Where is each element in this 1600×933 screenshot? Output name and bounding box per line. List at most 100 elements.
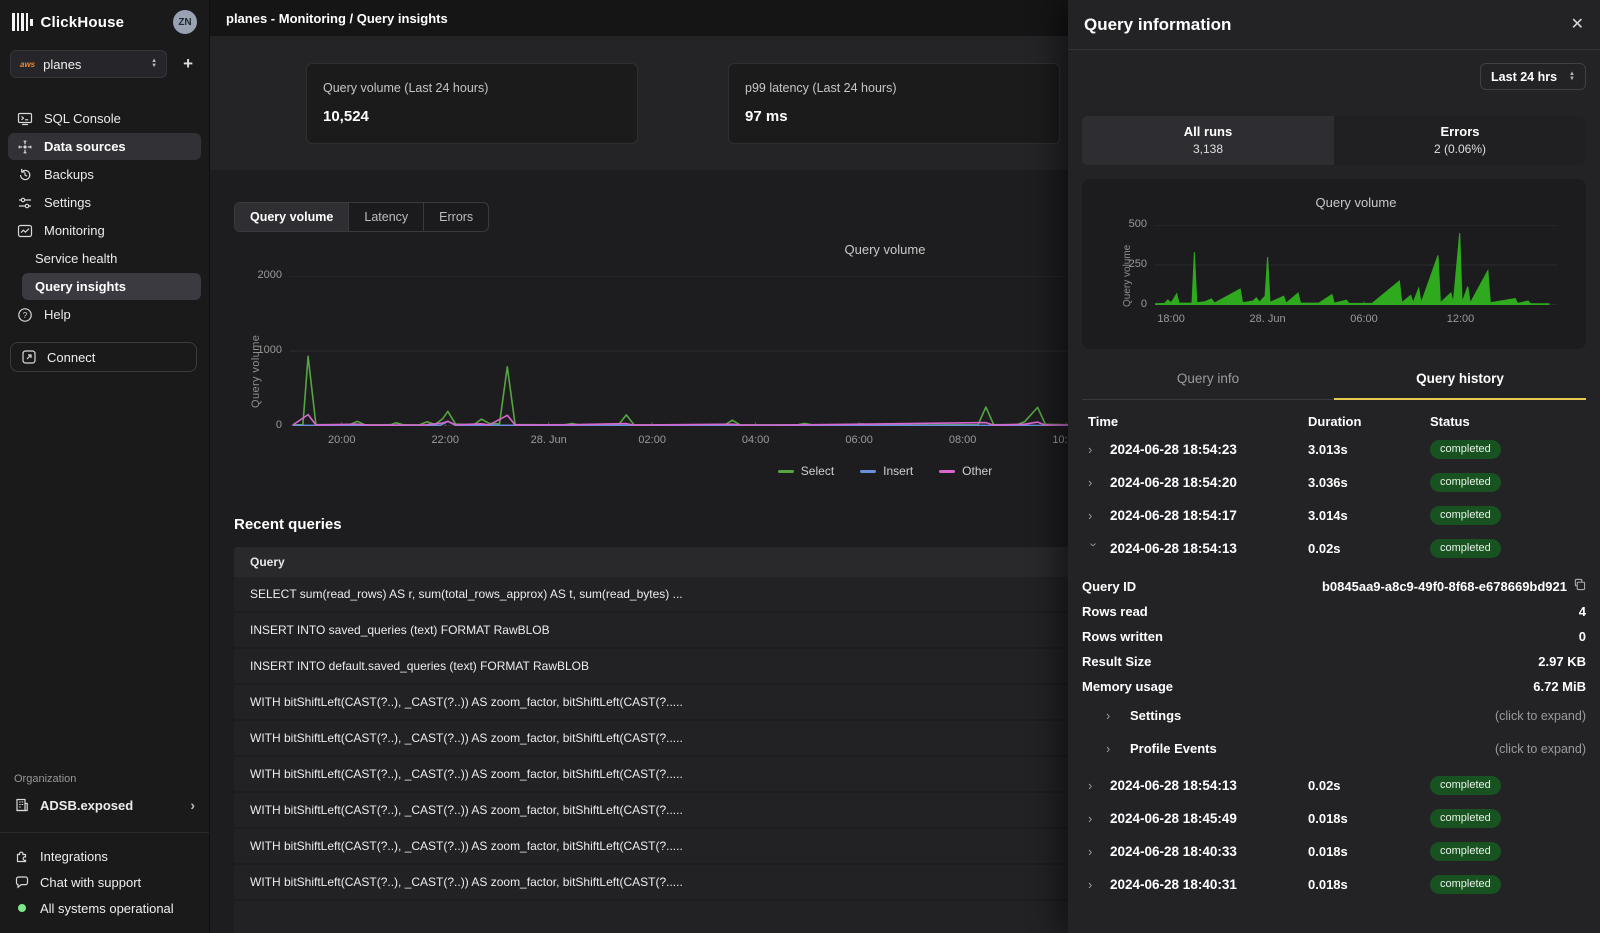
legend-item-other[interactable]: Other	[939, 464, 992, 478]
sidebar-item-chat-with-support[interactable]: Chat with support	[14, 869, 195, 895]
history-row[interactable]: ›2024-06-28 18:54:203.036scompleted	[1082, 466, 1586, 499]
history-row[interactable]: ›2024-06-28 18:45:490.018scompleted	[1082, 802, 1586, 835]
query-id-value: b0845aa9-a8c9-49f0-8f68-e678669bd921	[1322, 578, 1586, 594]
run-details: Query ID b0845aa9-a8c9-49f0-8f68-e678669…	[1082, 565, 1586, 769]
chevron-right-icon[interactable]: ›	[1088, 508, 1100, 523]
chevron-right-icon[interactable]: ›	[1088, 442, 1100, 457]
stat-card-query-volume-last-24-hours-: Query volume (Last 24 hours) 10,524	[306, 63, 638, 144]
close-icon[interactable]: ✕	[1571, 17, 1584, 33]
legend-label: Other	[962, 464, 992, 478]
chevron-down-icon[interactable]: ›	[1087, 543, 1102, 555]
sidebar-item-data-sources[interactable]: Data sources	[8, 133, 201, 160]
detail-label: Rows read	[1082, 604, 1148, 619]
tab-errors[interactable]: Errors	[424, 203, 488, 231]
clickhouse-logo	[12, 13, 33, 31]
history-row[interactable]: ›2024-06-28 18:54:130.02scompleted	[1082, 769, 1586, 802]
chevron-right-icon[interactable]: ›	[1088, 877, 1100, 892]
x-tick-label: 18:00	[1136, 313, 1206, 325]
history-column-status: Status	[1430, 414, 1586, 429]
expandable-profile-events[interactable]: › Profile Events (click to expand)	[1082, 732, 1586, 765]
expand-hint: (click to expand)	[1495, 709, 1586, 723]
time-range-select[interactable]: Last 24 hrs ▲▼	[1480, 63, 1586, 90]
sidebar-item-settings[interactable]: Settings	[8, 189, 201, 216]
sidebar-item-label: Data sources	[44, 139, 126, 154]
chevron-right-icon[interactable]: ›	[1088, 475, 1100, 490]
x-tick-label: 28. Jun	[514, 434, 584, 446]
tab-latency[interactable]: Latency	[349, 203, 424, 231]
legend-swatch	[778, 470, 794, 473]
breadcrumb: planes - Monitoring / Query insights	[226, 11, 448, 26]
footer-item-label: Integrations	[40, 849, 108, 864]
x-tick-label: 02:00	[617, 434, 687, 446]
copy-icon[interactable]	[1573, 578, 1586, 594]
segment-value: 2 (0.06%)	[1334, 142, 1586, 156]
panel-tabs: Query infoQuery history	[1082, 361, 1586, 400]
run-duration: 0.018s	[1308, 877, 1430, 892]
query-cell: SELECT sum(read_rows) AS r, sum(total_ro…	[234, 587, 1146, 601]
connect-button[interactable]: Connect	[10, 342, 197, 372]
run-duration: 0.018s	[1308, 844, 1430, 859]
avatar[interactable]: ZN	[173, 10, 197, 34]
detail-value: 6.72 MiB	[1533, 679, 1586, 694]
tab-query-volume[interactable]: Query volume	[235, 203, 349, 231]
history-row[interactable]: ›2024-06-28 18:54:173.014scompleted	[1082, 499, 1586, 532]
history-body: ›2024-06-28 18:54:233.013scompleted›2024…	[1082, 433, 1586, 901]
history-row[interactable]: ›2024-06-28 18:40:310.018scompleted	[1082, 868, 1586, 901]
expandable-label: Profile Events	[1130, 741, 1217, 756]
add-workspace-button[interactable]: +	[179, 54, 197, 74]
sidebar-item-label: Service health	[35, 251, 117, 266]
workspace-select[interactable]: aws planes ▲▼	[10, 50, 167, 78]
footer-item-label: All systems operational	[40, 901, 174, 916]
query-cell: WITH bitShiftLeft(CAST(?..), _CAST(?..))…	[234, 767, 1146, 781]
sidebar-item-query-insights[interactable]: Query insights	[22, 273, 201, 300]
sidebar-item-monitoring[interactable]: Monitoring	[8, 217, 201, 244]
sidebar-item-help[interactable]: ?Help	[8, 301, 201, 328]
time-range-value: Last 24 hrs	[1491, 70, 1557, 84]
sidebar-nav: SQL Console Data sources BackupsSettingsMo…	[0, 92, 209, 329]
stat-value: 97 ms	[745, 108, 1043, 125]
workspace-name: planes	[43, 57, 81, 72]
help-icon: ?	[17, 307, 33, 323]
runs-errors-toggle: All runs 3,138Errors 2 (0.06%)	[1082, 116, 1586, 165]
sidebar-footer: Integrations Chat with support All systems…	[0, 843, 209, 933]
expand-hint: (click to expand)	[1495, 742, 1586, 756]
detail-row-rows-written: Rows written 0	[1082, 624, 1586, 649]
status-badge: completed	[1430, 539, 1501, 558]
panel-tab-query-info[interactable]: Query info	[1082, 361, 1334, 399]
chevron-right-icon[interactable]: ›	[1088, 811, 1100, 826]
segment-all-runs[interactable]: All runs 3,138	[1082, 116, 1334, 165]
status-dot	[18, 904, 26, 912]
x-tick-label: 20:00	[307, 434, 377, 446]
segment-errors[interactable]: Errors 2 (0.06%)	[1334, 116, 1586, 165]
history-row[interactable]: ›2024-06-28 18:54:130.02scompleted	[1082, 532, 1586, 565]
series-select	[293, 356, 1118, 425]
history-row[interactable]: ›2024-06-28 18:40:330.018scompleted	[1082, 835, 1586, 868]
status-badge: completed	[1430, 473, 1501, 492]
sidebar-item-integrations[interactable]: Integrations	[14, 843, 195, 869]
legend-item-insert[interactable]: Insert	[860, 464, 913, 478]
detail-row-memory-usage: Memory usage 6.72 MiB	[1082, 674, 1586, 699]
chevron-right-icon[interactable]: ›	[1088, 778, 1100, 793]
run-time: 2024-06-28 18:54:13	[1110, 541, 1237, 556]
x-tick-label: 08:00	[928, 434, 998, 446]
expandable-settings[interactable]: › Settings (click to expand)	[1082, 699, 1586, 732]
query-cell: WITH bitShiftLeft(CAST(?..), _CAST(?..))…	[234, 695, 1146, 709]
y-tick-label: 0	[1101, 298, 1147, 310]
run-time: 2024-06-28 18:45:49	[1110, 811, 1237, 826]
stat-label: p99 latency (Last 24 hours)	[745, 81, 1043, 95]
column-header-query[interactable]: Query	[234, 555, 1146, 569]
legend-item-select[interactable]: Select	[778, 464, 834, 478]
panel-tab-query-history[interactable]: Query history	[1334, 361, 1586, 399]
history-row[interactable]: ›2024-06-28 18:54:233.013scompleted	[1082, 433, 1586, 466]
organization-switcher[interactable]: ADSB.exposed ›	[14, 792, 195, 818]
sidebar-item-sql-console[interactable]: SQL Console	[8, 105, 201, 132]
query-cell: WITH bitShiftLeft(CAST(?..), _CAST(?..))…	[234, 731, 1146, 745]
status-badge: completed	[1430, 776, 1501, 795]
panel-title: Query information	[1084, 15, 1231, 35]
x-tick-label: 06:00	[824, 434, 894, 446]
legend-swatch	[939, 470, 955, 473]
chevron-right-icon[interactable]: ›	[1088, 844, 1100, 859]
x-tick-label: 22:00	[410, 434, 480, 446]
sidebar-item-service-health[interactable]: Service health	[22, 245, 201, 272]
sidebar-item-backups[interactable]: Backups	[8, 161, 201, 188]
